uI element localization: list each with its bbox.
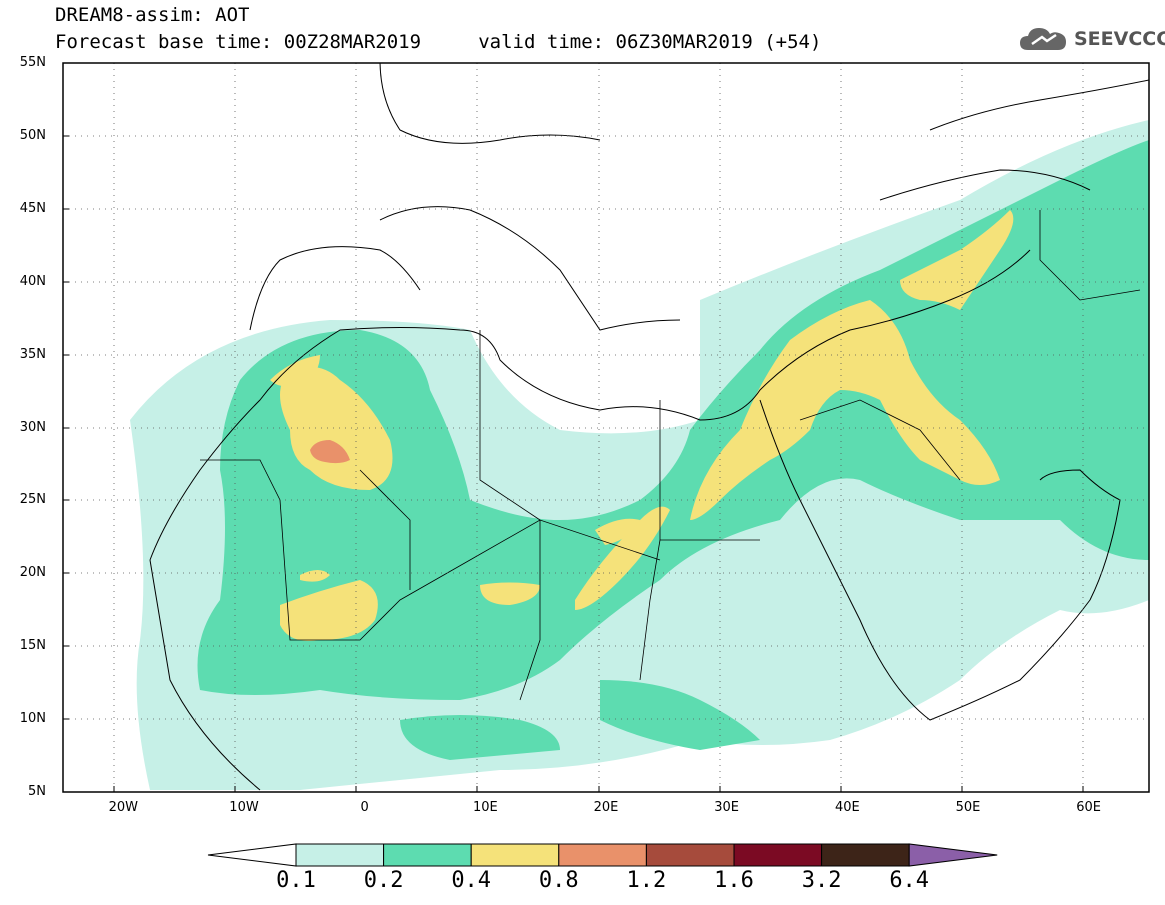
lon-label: 20W [108, 800, 139, 815]
colorbar-label: 0.8 [538, 868, 579, 893]
lon-label: 40E [834, 800, 860, 815]
colorbar-arrow-low [207, 843, 297, 867]
cloud-logo-icon [1020, 28, 1066, 50]
colorbar-label: 0.1 [276, 868, 316, 893]
country-borders [200, 210, 1141, 701]
colorbar-label: 3.2 [801, 868, 842, 893]
aot-band-0.8 [310, 440, 350, 464]
lon-label: 10W [229, 800, 259, 815]
lat-label: 50N [19, 127, 46, 143]
lat-label: 5N [28, 784, 46, 799]
lon-label: 20E [593, 800, 619, 815]
lat-label: 35N [19, 346, 46, 362]
colorbar-segment [821, 843, 910, 867]
lat-label: 55N [19, 55, 46, 70]
lat-label: 30N [19, 419, 46, 435]
lat-label: 10N [19, 711, 46, 727]
colorbar-segment [733, 843, 823, 867]
coastlines [149, 63, 1149, 791]
colorbar-segment [295, 843, 385, 867]
colorbar-segment [558, 843, 647, 867]
lat-label: 20N [19, 565, 46, 581]
lon-label: 60E [1076, 800, 1102, 815]
lat-label: 40N [19, 273, 46, 289]
map-subtitle-times: Forecast base time: 00Z28MAR2019 valid t… [55, 31, 822, 53]
lat-label: 25N [19, 492, 46, 508]
logo-text: SEEVCCC [1074, 28, 1165, 50]
colorbar-segment [383, 843, 472, 867]
colorbar-label: 1.6 [714, 868, 754, 893]
colorbar-label: 0.2 [363, 868, 404, 893]
colorbar-segment [645, 843, 735, 867]
colorbar-arrow-high [908, 843, 998, 867]
lon-label: 30E [714, 800, 740, 815]
lon-label: 10E [472, 800, 498, 815]
colorbar-segment [470, 843, 560, 867]
lon-label: 50E [955, 800, 981, 815]
map-title: DREAM8-assim: AOT [55, 4, 250, 26]
axis-ticks [63, 62, 1084, 793]
colorbar-label: 0.4 [451, 868, 492, 893]
lat-label: 45N [19, 200, 46, 216]
lat-label: 15N [19, 638, 46, 654]
colorbar-label: 6.4 [889, 868, 930, 893]
lon-label: 0 [360, 800, 369, 815]
colorbar-label: 1.2 [626, 868, 667, 893]
colorbar [207, 843, 998, 867]
seevccc-logo: SEEVCCC [1018, 24, 1165, 54]
aot-band-0.4 [270, 210, 1014, 641]
